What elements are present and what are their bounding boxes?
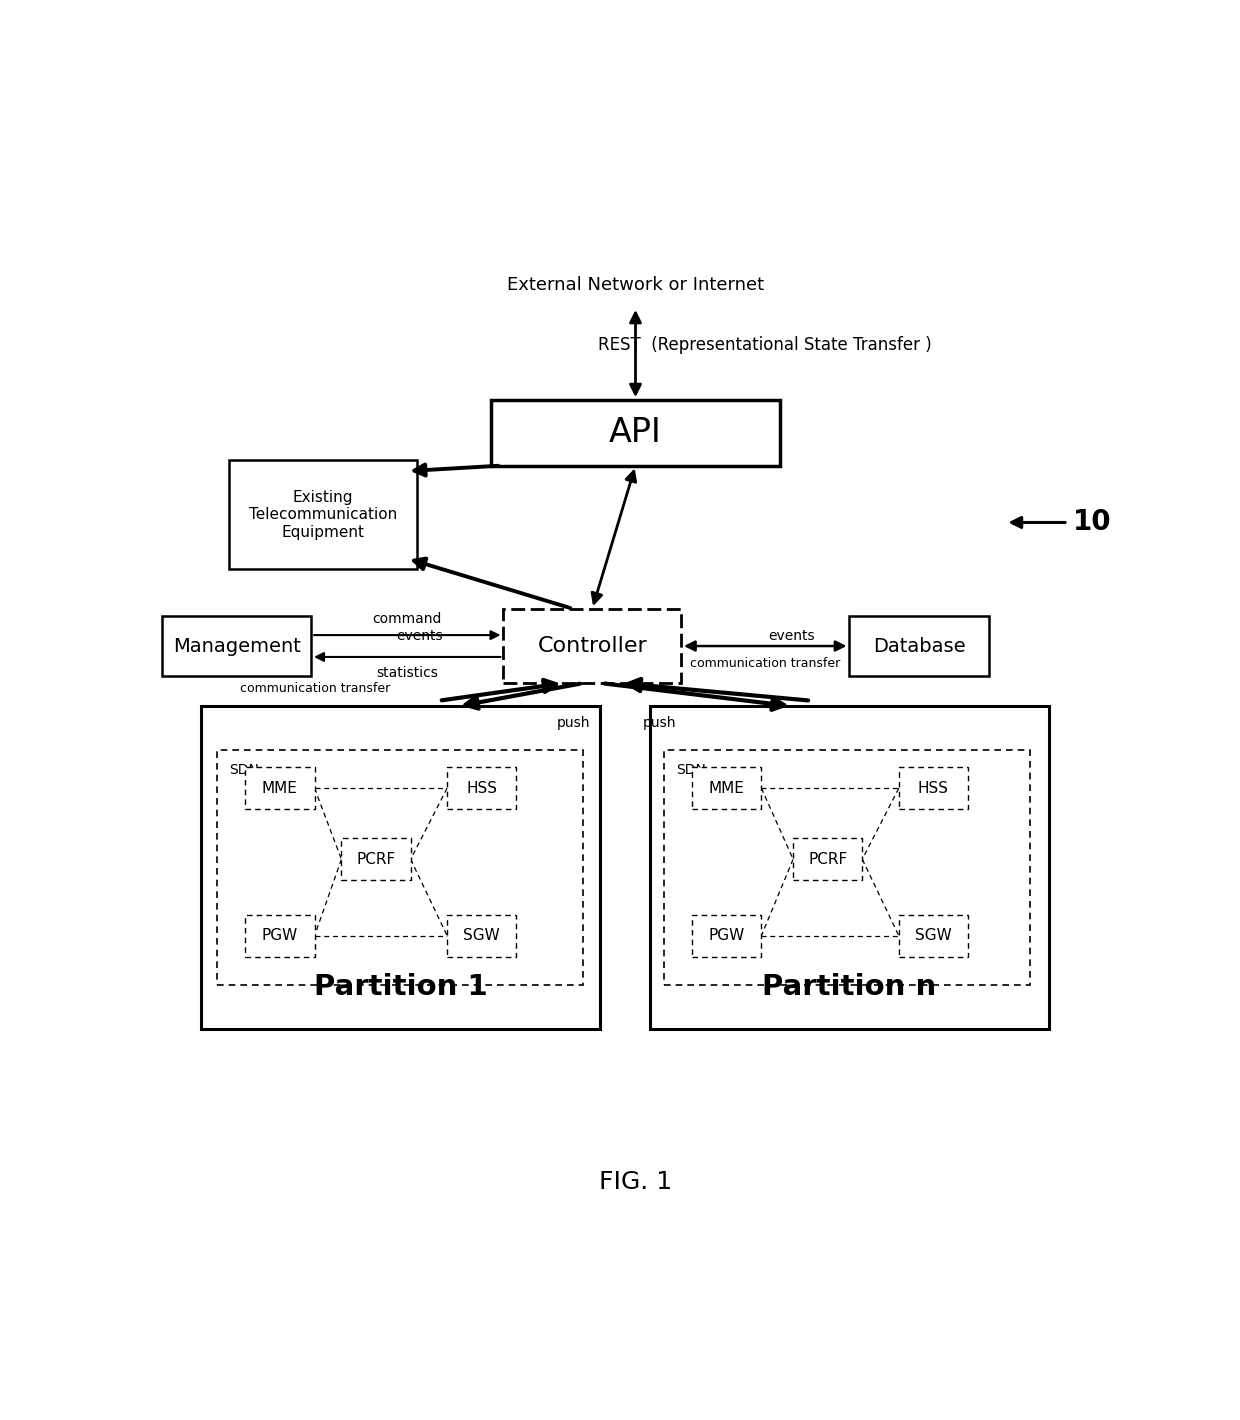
Text: PCRF: PCRF [808,852,847,866]
Text: PGW: PGW [262,929,298,943]
Bar [217,750,583,985]
Bar [692,767,761,809]
Bar [899,767,968,809]
Text: push: push [642,716,676,730]
Text: Database: Database [873,636,965,656]
Text: PCRF: PCRF [356,852,396,866]
Bar [246,767,315,809]
Text: PGW: PGW [709,929,745,943]
Bar [794,838,862,880]
Bar [229,460,417,569]
Bar [503,609,681,683]
Text: communication transfer: communication transfer [691,657,841,670]
Text: events: events [769,629,815,643]
Text: MME: MME [262,781,298,795]
Text: REST  (Representational State Transfer ): REST (Representational State Transfer ) [599,337,932,355]
Text: events: events [397,629,443,643]
Text: SGW: SGW [915,929,952,943]
Bar [341,838,410,880]
Text: Partition n: Partition n [763,973,936,1001]
Bar [491,400,780,466]
Text: MME: MME [709,781,745,795]
Text: Management: Management [172,636,300,656]
Text: HSS: HSS [918,781,949,795]
Bar [899,914,968,957]
Text: SDN: SDN [676,763,706,777]
Text: 10: 10 [1073,508,1111,537]
Text: command: command [372,612,441,626]
Bar [448,767,516,809]
Text: HSS: HSS [466,781,497,795]
Text: API: API [609,416,662,449]
Bar [448,914,516,957]
Bar [650,706,1049,1028]
Bar [201,706,600,1028]
Bar [665,750,1029,985]
Text: FIG. 1: FIG. 1 [599,1170,672,1194]
Text: Controller: Controller [537,636,647,656]
Text: External Network or Internet: External Network or Internet [507,277,764,294]
Text: SDN: SDN [229,763,259,777]
Text: statistics: statistics [376,666,438,680]
Bar [849,616,988,676]
Text: communication transfer: communication transfer [239,682,389,696]
Bar [162,616,311,676]
Text: push: push [557,716,590,730]
Text: SGW: SGW [464,929,500,943]
Bar [246,914,315,957]
Text: Existing
Telecommunication
Equipment: Existing Telecommunication Equipment [249,490,397,540]
Text: Partition 1: Partition 1 [314,973,487,1001]
Bar [692,914,761,957]
